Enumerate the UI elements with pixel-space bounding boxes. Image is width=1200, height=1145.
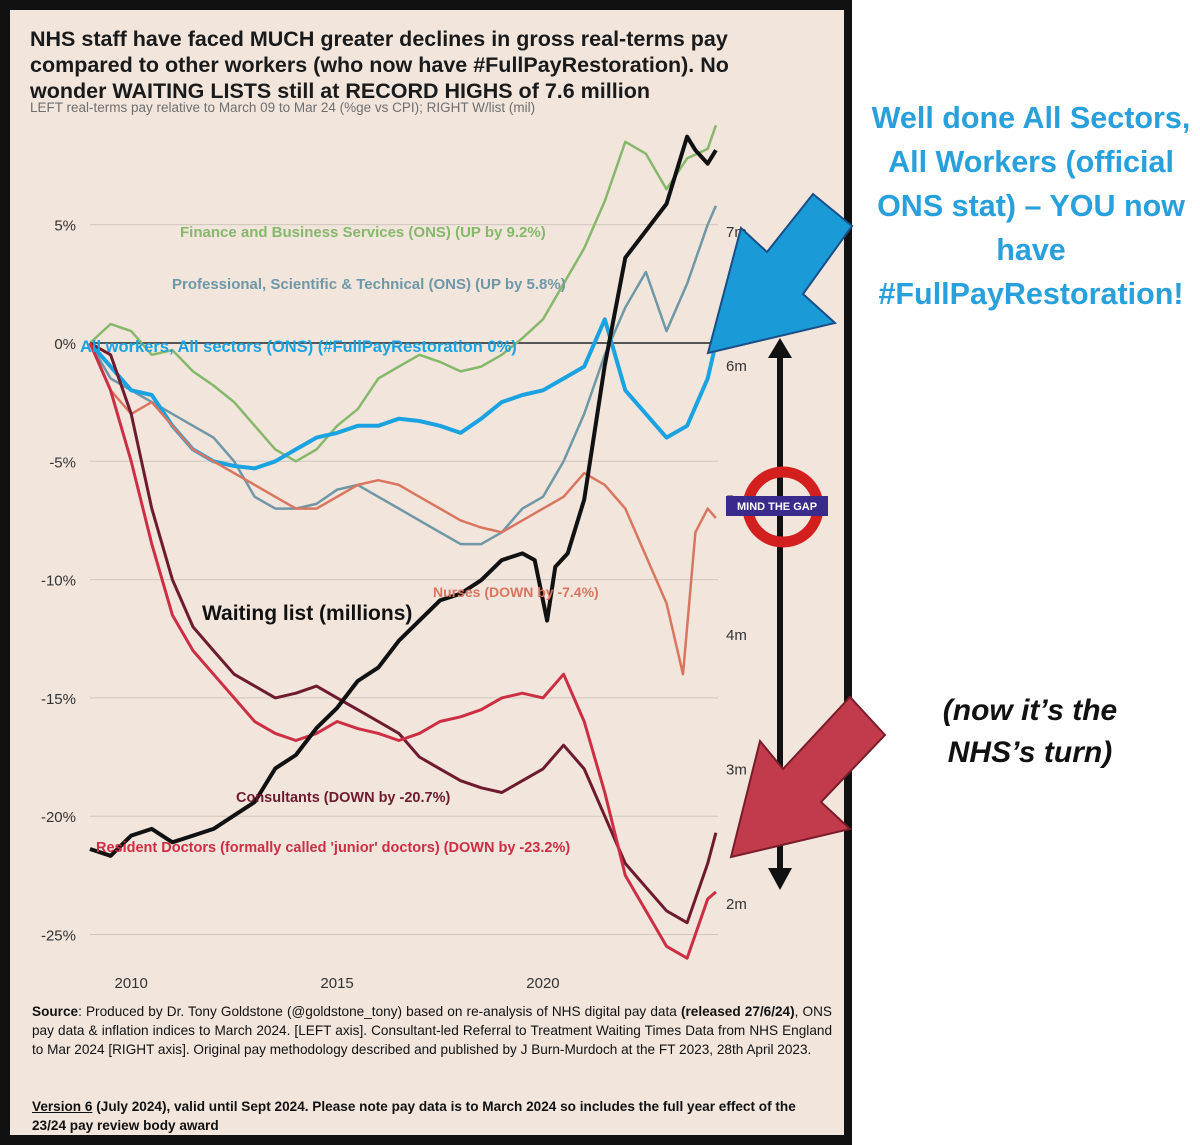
y-left-tick-label: 5%: [54, 218, 76, 235]
series-line-resident: [88, 342, 717, 960]
series-label-resident: Resident Doctors (formally called 'junio…: [96, 840, 570, 856]
y-right-tick-label: 4m: [726, 627, 747, 644]
chart-subtitle: LEFT real-terms pay relative to March 09…: [30, 100, 536, 115]
red-arrow-icon: [729, 695, 887, 859]
source-rest: , ONS pay data & inflation indices to Ma…: [32, 1004, 832, 1057]
gap-arrow-down: [768, 868, 792, 890]
roundel-logo: MIND THE GAP: [726, 466, 828, 548]
chart-panel: NHS staff have faced MUCH greater declin…: [10, 10, 844, 1135]
y-right-tick-label: 3m: [726, 761, 747, 778]
y-right-tick-label: 2m: [726, 896, 747, 913]
source-note: Source: Produced by Dr. Tony Goldstone (…: [32, 1002, 832, 1059]
version-text: (July 2024), valid until Sept 2024. Plea…: [32, 1099, 796, 1133]
annotation-nhs-turn: (now it’s the NHS’s turn): [942, 694, 1118, 769]
blue-arrow-icon: [706, 192, 854, 355]
x-tick-label: 2010: [114, 975, 147, 992]
y-right-tick-label: 6m: [726, 358, 747, 375]
series-line-professional: [88, 205, 718, 546]
source-release: (released 27/6/24): [680, 1004, 795, 1019]
annotation-full-pay-restoration: Well done All Sectors, All Workers (offi…: [871, 101, 1191, 311]
series-label-nurses: Nurses (DOWN by -7.4%): [433, 584, 599, 600]
gap-arrow-up: [768, 338, 792, 358]
series-label-finance: Finance and Business Services (ONS) (UP …: [180, 224, 546, 241]
series-label-all_workers: All workers, All sectors (ONS) (#FullPay…: [80, 338, 517, 356]
series-label-professional: Professional, Scientific & Technical (ON…: [172, 276, 566, 293]
version-label: Version 6: [32, 1099, 93, 1114]
y-left-tick-label: -20%: [41, 809, 76, 826]
series-label-waiting: Waiting list (millions): [202, 602, 412, 625]
y-left-tick-label: -25%: [41, 928, 76, 945]
series-line-waiting: [89, 134, 718, 858]
y-left-tick-label: 0%: [54, 336, 76, 353]
chart-title: NHS staff have faced MUCH greater declin…: [30, 27, 729, 103]
source-label: Source: [32, 1004, 79, 1019]
image-frame: NHS staff have faced MUCH greater declin…: [0, 0, 852, 1145]
series-label-consultants: Consultants (DOWN by -20.7%): [236, 790, 450, 806]
source-text: : Produced by Dr. Tony Goldstone (@golds…: [78, 1004, 681, 1019]
series-line-nurses: [88, 342, 717, 676]
x-tick-label: 2015: [320, 975, 353, 992]
x-tick-label: 2020: [526, 975, 559, 992]
version-note: Version 6 (July 2024), valid until Sept …: [32, 1097, 832, 1135]
series-line-finance: [89, 124, 718, 463]
y-left-tick-label: -5%: [49, 454, 76, 471]
y-left-tick-label: -10%: [41, 573, 76, 590]
roundel-text: MIND THE GAP: [737, 501, 817, 513]
y-left-tick-label: -15%: [41, 691, 76, 708]
